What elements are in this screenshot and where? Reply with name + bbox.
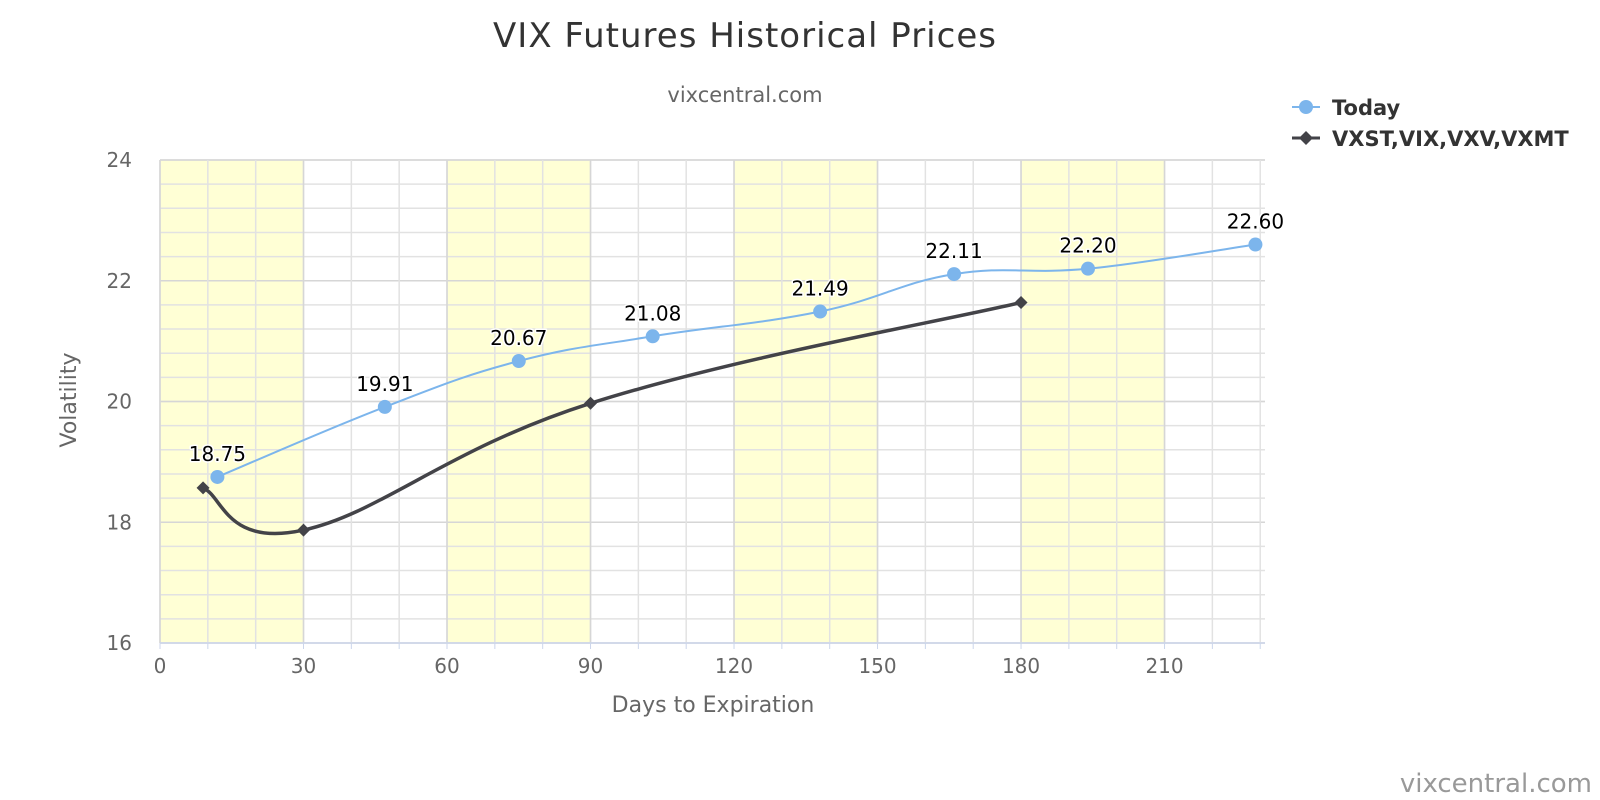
data-label: 21.08 <box>624 301 681 325</box>
x-tick-label: 30 <box>291 654 316 678</box>
chart-subtitle: vixcentral.com <box>667 83 822 107</box>
series-markers[interactable] <box>196 237 1263 537</box>
y-tick-label: 16 <box>107 631 132 655</box>
x-tick-label: 90 <box>578 654 603 678</box>
series-line-1 <box>202 300 1022 536</box>
data-labels: 18.75 19.91 20.67 21.08 21.49 22.11 22.20 22.60 <box>187 208 1285 467</box>
legend-diamond-icon <box>1299 131 1313 145</box>
legend: Today VXST,VIX,VXV,VXMT <box>1292 96 1569 151</box>
data-point-today[interactable] <box>645 329 660 344</box>
chart-title: VIX Futures Historical Prices <box>493 16 997 56</box>
data-point-term-structure[interactable] <box>297 523 311 537</box>
x-tick-label: 120 <box>715 654 753 678</box>
data-label: 21.49 <box>791 277 848 301</box>
data-point-today[interactable] <box>511 354 526 369</box>
data-point-today[interactable] <box>813 304 828 319</box>
data-point-term-structure[interactable] <box>1014 295 1028 309</box>
data-label: 22.11 <box>925 239 982 263</box>
data-point-today[interactable] <box>210 469 225 484</box>
data-point-today[interactable] <box>1248 237 1263 252</box>
data-point-today[interactable] <box>947 267 962 282</box>
x-axis-title: Days to Expiration <box>612 693 815 718</box>
data-point-today[interactable] <box>377 399 392 414</box>
data-label: 22.20 <box>1059 234 1116 258</box>
data-label: 20.67 <box>490 326 547 350</box>
x-tick-label: 180 <box>1002 654 1040 678</box>
axes: 0 30 60 90 120 150 180 210 16 18 20 22 24 <box>107 148 1265 678</box>
legend-circle-icon <box>1299 100 1313 114</box>
y-tick-label: 18 <box>107 510 132 534</box>
legend-label-term-structure: VXST,VIX,VXV,VXMT <box>1332 127 1569 151</box>
legend-item-term-structure[interactable]: VXST,VIX,VXV,VXMT <box>1292 127 1569 151</box>
data-point-term-structure[interactable] <box>196 481 210 495</box>
credit-text[interactable]: vixcentral.com <box>1400 769 1592 799</box>
legend-label-today: Today <box>1332 96 1401 120</box>
x-tick-label: 150 <box>858 654 896 678</box>
grid-lines <box>159 159 1265 644</box>
data-label: 22.60 <box>1227 210 1284 234</box>
data-label: 19.91 <box>356 372 413 396</box>
data-point-term-structure[interactable] <box>584 396 598 410</box>
x-tick-label: 60 <box>434 654 459 678</box>
y-tick-label: 24 <box>107 148 132 172</box>
y-tick-label: 20 <box>107 390 132 414</box>
y-tick-label: 22 <box>107 269 132 293</box>
y-axis-title: Volatility <box>57 352 82 447</box>
data-label: 18.75 <box>189 442 246 466</box>
legend-item-today[interactable]: Today <box>1292 96 1401 120</box>
data-point-today[interactable] <box>1081 261 1096 276</box>
x-tick-label: 210 <box>1145 654 1183 678</box>
x-tick-label: 0 <box>154 654 167 678</box>
